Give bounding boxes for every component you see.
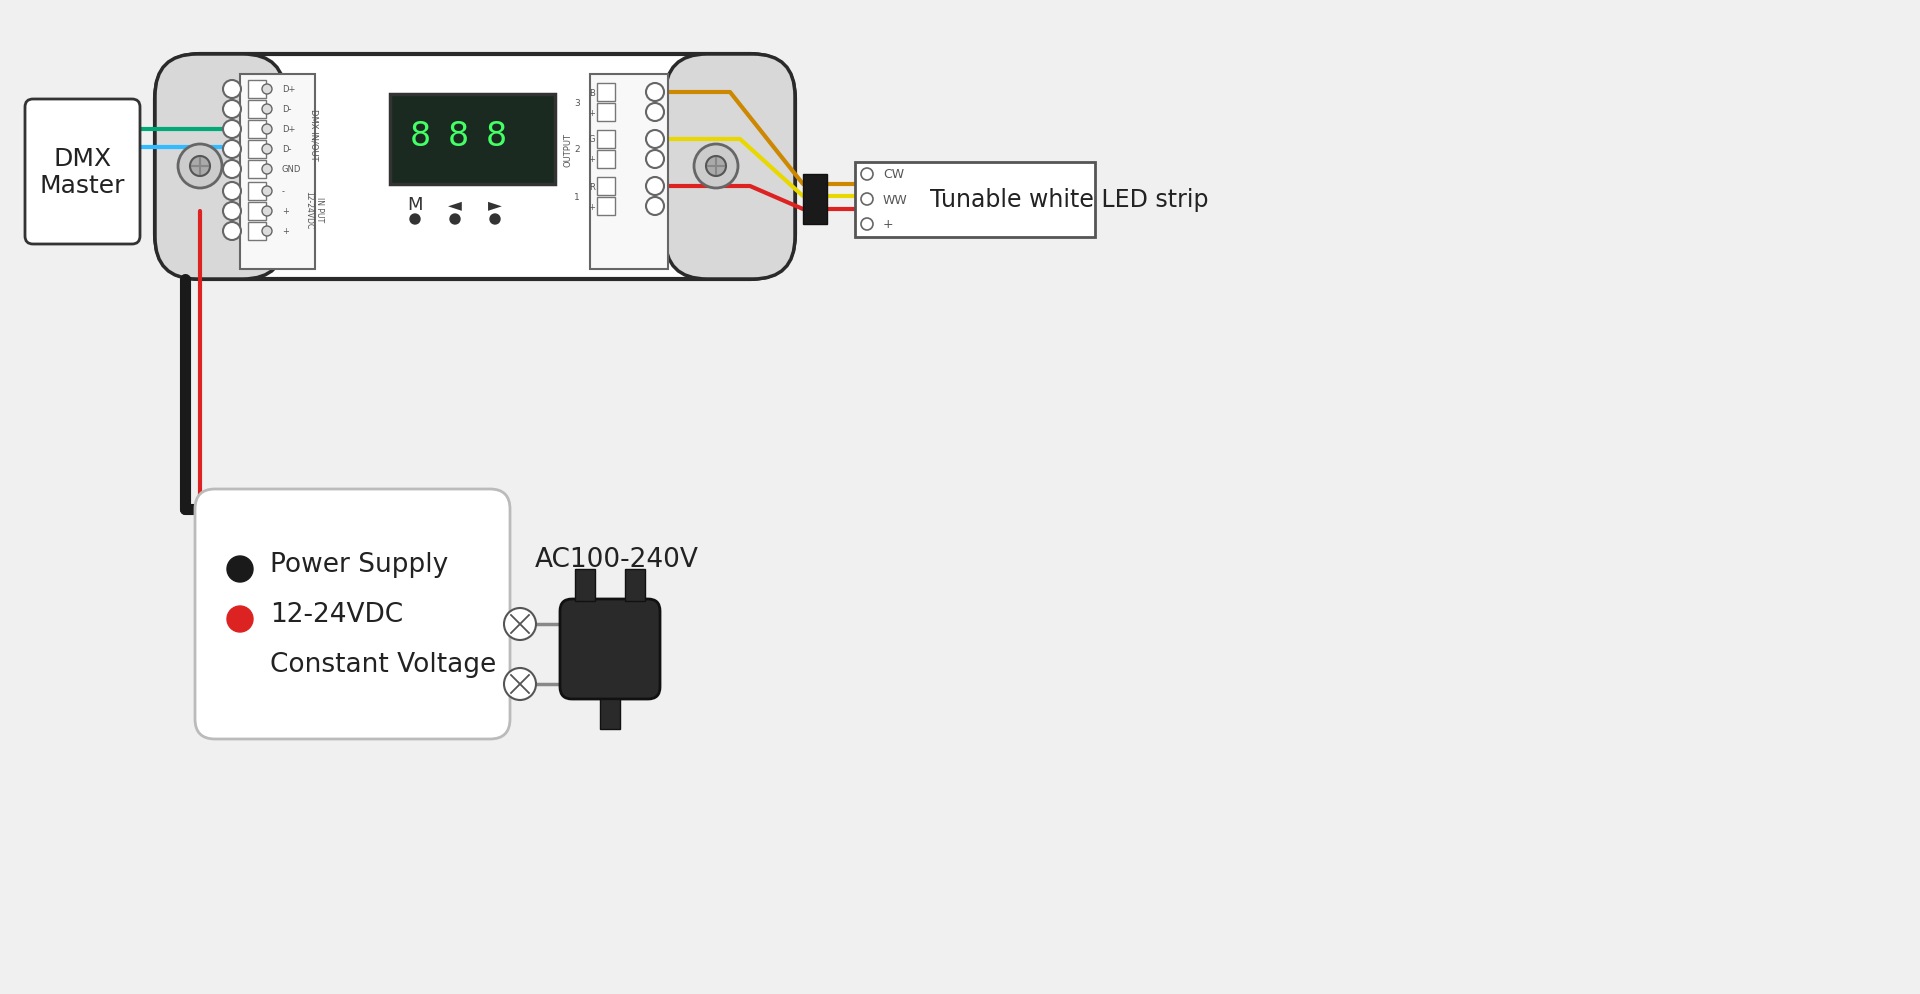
Circle shape bbox=[190, 157, 209, 177]
Circle shape bbox=[261, 145, 273, 155]
Bar bbox=[597, 178, 614, 196]
Text: R: R bbox=[589, 182, 595, 191]
Text: 8: 8 bbox=[409, 120, 430, 153]
Text: +: + bbox=[588, 108, 595, 117]
Circle shape bbox=[227, 606, 253, 632]
Circle shape bbox=[261, 125, 273, 135]
Bar bbox=[248, 161, 267, 179]
Text: +: + bbox=[883, 219, 893, 232]
Text: IN PUT
12-24VDC: IN PUT 12-24VDC bbox=[303, 191, 324, 229]
Bar bbox=[599, 700, 620, 730]
Text: D-: D- bbox=[282, 145, 292, 154]
Text: 8: 8 bbox=[447, 120, 468, 153]
Circle shape bbox=[707, 157, 726, 177]
Circle shape bbox=[261, 105, 273, 115]
Circle shape bbox=[503, 668, 536, 701]
FancyBboxPatch shape bbox=[196, 489, 511, 740]
Text: ►: ► bbox=[488, 196, 501, 214]
Bar bbox=[390, 94, 555, 185]
Circle shape bbox=[503, 608, 536, 640]
Circle shape bbox=[223, 141, 242, 159]
Text: Power Supply: Power Supply bbox=[271, 552, 447, 578]
Text: 8: 8 bbox=[486, 120, 507, 153]
Text: CW: CW bbox=[883, 168, 904, 181]
Circle shape bbox=[223, 101, 242, 119]
Bar bbox=[854, 163, 1094, 238]
Text: -: - bbox=[282, 187, 284, 196]
Text: +: + bbox=[282, 208, 288, 217]
Bar bbox=[589, 75, 668, 269]
Text: 2: 2 bbox=[574, 145, 580, 154]
Circle shape bbox=[645, 83, 664, 102]
Circle shape bbox=[261, 84, 273, 94]
Text: WW: WW bbox=[883, 193, 908, 207]
Bar bbox=[248, 141, 267, 159]
Circle shape bbox=[645, 198, 664, 216]
Bar bbox=[574, 570, 595, 601]
Circle shape bbox=[645, 104, 664, 122]
FancyBboxPatch shape bbox=[156, 55, 795, 279]
Circle shape bbox=[223, 81, 242, 98]
Bar bbox=[626, 570, 645, 601]
Circle shape bbox=[860, 169, 874, 181]
Text: 12-24VDC: 12-24VDC bbox=[271, 601, 403, 627]
Text: DMX IN/OUT: DMX IN/OUT bbox=[309, 109, 319, 161]
Bar bbox=[597, 151, 614, 169]
Text: G: G bbox=[589, 135, 595, 144]
Text: B: B bbox=[589, 88, 595, 97]
Circle shape bbox=[261, 207, 273, 217]
Bar bbox=[248, 121, 267, 139]
Bar bbox=[597, 104, 614, 122]
Circle shape bbox=[490, 215, 499, 225]
Bar bbox=[248, 81, 267, 98]
Bar bbox=[597, 198, 614, 216]
Text: D+: D+ bbox=[282, 125, 296, 134]
Bar bbox=[803, 175, 828, 225]
Text: GND: GND bbox=[282, 165, 301, 174]
Bar bbox=[240, 75, 315, 269]
Text: M: M bbox=[407, 196, 422, 214]
Text: +: + bbox=[588, 203, 595, 212]
Circle shape bbox=[645, 151, 664, 169]
Text: AC100-240V: AC100-240V bbox=[536, 547, 699, 573]
Circle shape bbox=[223, 183, 242, 201]
Circle shape bbox=[860, 194, 874, 206]
Text: 1: 1 bbox=[574, 192, 580, 202]
Circle shape bbox=[261, 187, 273, 197]
Text: DMX
Master: DMX Master bbox=[40, 146, 125, 198]
Circle shape bbox=[693, 145, 737, 189]
Circle shape bbox=[223, 121, 242, 139]
Circle shape bbox=[645, 178, 664, 196]
Circle shape bbox=[223, 203, 242, 221]
Circle shape bbox=[227, 557, 253, 582]
FancyBboxPatch shape bbox=[25, 100, 140, 245]
Text: 3: 3 bbox=[574, 98, 580, 107]
FancyBboxPatch shape bbox=[664, 55, 795, 279]
Circle shape bbox=[179, 145, 223, 189]
Text: Tunable white LED strip: Tunable white LED strip bbox=[929, 188, 1208, 213]
Circle shape bbox=[261, 165, 273, 175]
Circle shape bbox=[645, 131, 664, 149]
Text: D+: D+ bbox=[282, 85, 296, 94]
Bar bbox=[248, 183, 267, 201]
Text: OUTPUT: OUTPUT bbox=[563, 133, 572, 167]
Bar bbox=[597, 83, 614, 102]
Text: D-: D- bbox=[282, 105, 292, 114]
FancyBboxPatch shape bbox=[156, 55, 284, 279]
Text: +: + bbox=[282, 228, 288, 237]
Circle shape bbox=[411, 215, 420, 225]
Text: +: + bbox=[588, 155, 595, 164]
Circle shape bbox=[860, 219, 874, 231]
Text: ◄: ◄ bbox=[447, 196, 463, 214]
Circle shape bbox=[261, 227, 273, 237]
Circle shape bbox=[223, 223, 242, 241]
Bar bbox=[248, 203, 267, 221]
Circle shape bbox=[223, 161, 242, 179]
Text: Constant Voltage: Constant Voltage bbox=[271, 651, 495, 677]
Bar bbox=[597, 131, 614, 149]
FancyBboxPatch shape bbox=[561, 599, 660, 700]
Bar bbox=[248, 223, 267, 241]
Bar bbox=[248, 101, 267, 119]
Circle shape bbox=[449, 215, 461, 225]
